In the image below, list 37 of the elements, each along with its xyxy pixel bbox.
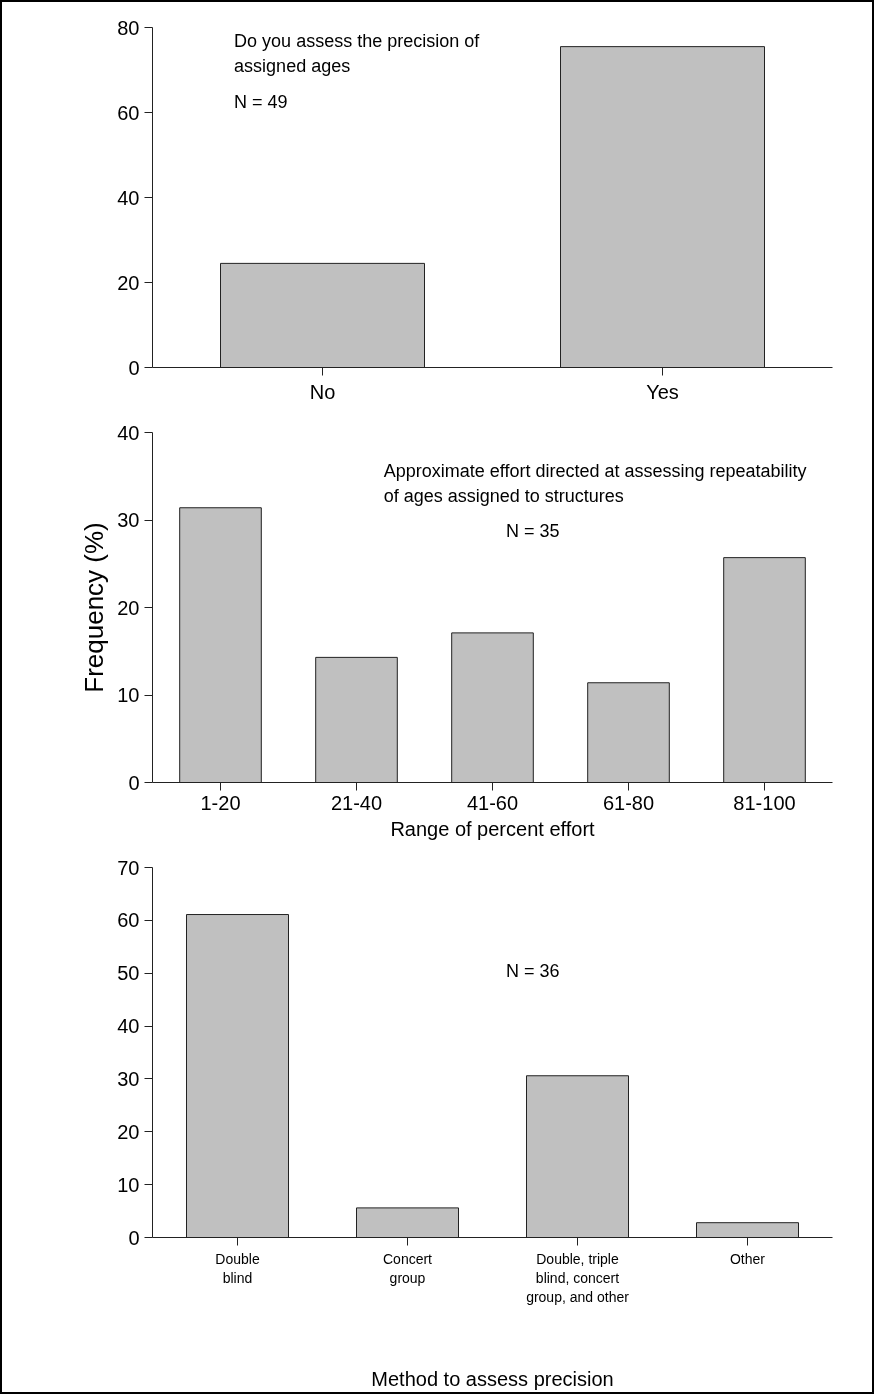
y-tick-label: 60 — [117, 101, 140, 124]
x-tick-label: Double, triple blind, concert group, and other — [526, 1250, 630, 1305]
x-tick-label: 81-100 — [733, 791, 796, 814]
y-tick-label: 60 — [117, 909, 140, 932]
x-tick-label: No — [309, 380, 336, 403]
annotation: N = 35 — [506, 520, 560, 541]
y-tick-label: 30 — [117, 1067, 140, 1090]
x-tick-label: 41-60 — [466, 791, 519, 814]
y-tick-label: 0 — [128, 356, 140, 379]
x-tick-label: Yes — [646, 380, 679, 403]
x-tick-label: 21-40 — [330, 791, 383, 814]
x-tick-label: 61-80 — [602, 791, 655, 814]
y-tick-label: 40 — [117, 1015, 140, 1038]
y-tick-label: 10 — [117, 1173, 140, 1196]
x-axis-title: Range of percent effort — [390, 817, 596, 840]
y-tick-label: 50 — [117, 962, 140, 985]
y-tick-label: 0 — [128, 1226, 140, 1249]
text: Do you assess the precision of assigned ages — [234, 30, 481, 76]
y-tick-label: 0 — [128, 771, 140, 794]
y-tick-label: 40 — [117, 186, 140, 209]
text: Approximate effort directed at assessing repeatability of ages assigned to structures — [383, 460, 807, 506]
annotation: N = 49 — [234, 92, 288, 113]
y-tick-label: 20 — [117, 1120, 140, 1143]
x-tick-label: Other — [729, 1250, 766, 1267]
y-tick-label: 70 — [117, 856, 140, 879]
annotation: N = 36 — [506, 961, 560, 982]
y-tick-label: 20 — [117, 596, 140, 619]
x-tick-label: 1-20 — [200, 791, 241, 814]
y-tick-label: 20 — [117, 271, 140, 294]
y-tick-label: 80 — [117, 16, 140, 39]
x-tick-label: Double blind — [215, 1250, 260, 1286]
x-tick-label: Concert group — [382, 1250, 433, 1286]
y-tick-label: 10 — [117, 684, 140, 706]
y-tick-label: 40 — [117, 421, 140, 444]
y-tick-label: 30 — [117, 509, 140, 531]
y-axis-title: Frequency (%) — [79, 522, 110, 693]
x-axis-title: Method to assess precision — [371, 1367, 614, 1390]
